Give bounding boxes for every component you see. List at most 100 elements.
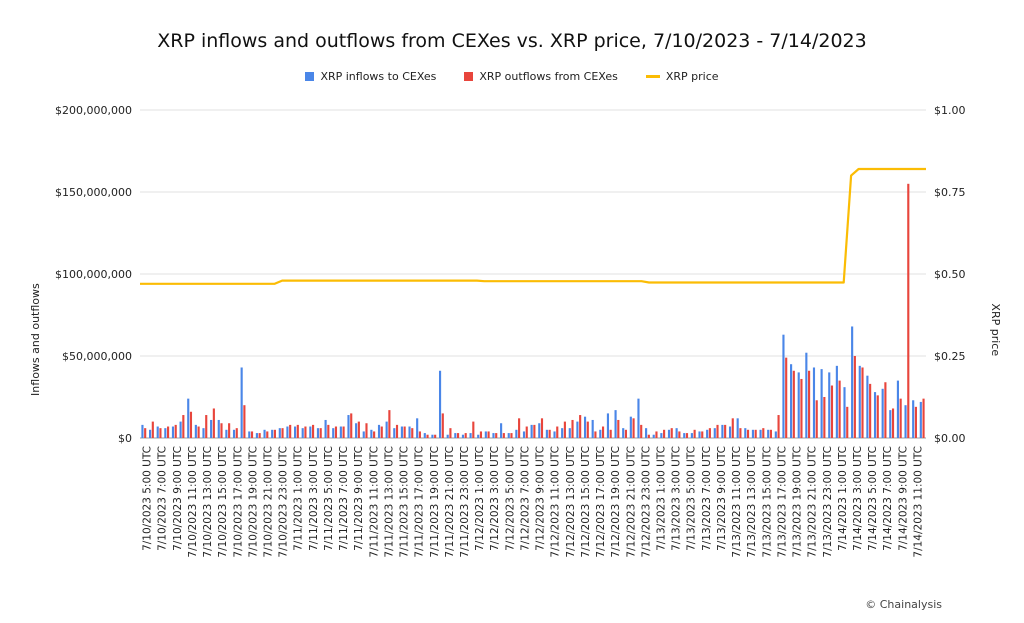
outflow-bar — [609, 429, 612, 438]
outflow-bar — [838, 380, 841, 438]
outflow-bar — [380, 426, 383, 438]
outflow-bar — [617, 419, 620, 438]
inflow-bar — [316, 428, 320, 438]
outflow-bar — [869, 383, 872, 438]
price-line — [140, 167, 926, 285]
outflow-bar — [334, 426, 338, 438]
inflow-bar — [309, 426, 312, 438]
outflow-bar — [640, 424, 643, 438]
x-tick-label: 7/10/2023 9:00 UTC — [172, 446, 184, 551]
legend-swatch-inflows — [305, 72, 315, 81]
outflow-bar — [663, 429, 666, 438]
inflow-bar — [469, 433, 472, 438]
x-tick-label: 7/13/2023 5:00 UTC — [686, 446, 698, 551]
outflow-bar — [144, 428, 147, 438]
y-axis-title: Inflows and outflows — [29, 283, 42, 396]
inflow-bar — [728, 426, 732, 438]
x-tick-label: 7/11/2023 7:00 UTC — [338, 446, 350, 551]
outflow-bar — [495, 433, 498, 438]
inflow-bar — [431, 434, 434, 438]
x-tick-label: 7/10/2023 21:00 UTC — [263, 446, 275, 558]
outflow-bar — [258, 433, 261, 438]
y2-tick-label: $0.50 — [934, 268, 966, 281]
inflow-bar — [690, 433, 693, 438]
legend-swatch-outflows — [464, 72, 474, 81]
inflow-bar — [347, 415, 350, 438]
outflow-bar — [655, 431, 658, 438]
x-tick-label: 7/12/2023 7:00 UTC — [519, 446, 531, 551]
outflow-bar — [243, 405, 246, 438]
bars-layer — [141, 183, 925, 438]
inflow-bar — [446, 434, 449, 438]
inflow-bar — [362, 431, 365, 438]
inflow-bar — [202, 428, 205, 438]
outflow-bar — [769, 429, 772, 438]
inflow-bar — [767, 429, 770, 438]
outflow-bar — [327, 424, 330, 438]
inflow-bar — [797, 372, 800, 438]
inflow-bar — [591, 419, 594, 438]
inflow-bar — [255, 433, 258, 438]
outflow-bar — [197, 426, 200, 438]
x-tick-label: 7/14/2023 1:00 UTC — [837, 446, 849, 551]
x-tick-label: 7/11/2023 21:00 UTC — [444, 446, 456, 558]
outflow-bar — [685, 433, 689, 438]
price-line-layer — [140, 167, 926, 285]
inflow-bar — [156, 426, 159, 438]
x-tick-label: 7/12/2023 15:00 UTC — [580, 446, 592, 558]
inflow-bar — [583, 416, 587, 438]
outflow-bar — [571, 419, 574, 438]
outflow-bar — [563, 421, 566, 438]
inflow-bar — [164, 428, 167, 438]
outflow-bar — [647, 434, 650, 438]
outflow-bar — [891, 408, 895, 438]
inflow-bar — [805, 352, 808, 438]
outflow-bar — [846, 406, 849, 438]
y-tick-label: $150,000,000 — [55, 186, 132, 199]
x-tick-label: 7/12/2023 5:00 UTC — [504, 446, 516, 551]
outflow-bar — [182, 415, 185, 438]
inflow-bar — [278, 428, 281, 438]
outflow-bar — [624, 429, 628, 438]
inflow-bar — [851, 326, 854, 438]
x-tick-label: 7/11/2023 15:00 UTC — [399, 446, 411, 558]
inflow-bar — [332, 428, 335, 438]
outflow-bar — [739, 428, 742, 438]
inflow-bar — [393, 428, 396, 438]
x-tick-label: 7/11/2023 19:00 UTC — [429, 446, 441, 558]
inflow-bar — [438, 370, 442, 438]
x-tick-label: 7/12/2023 11:00 UTC — [550, 446, 562, 558]
inflow-bar — [736, 418, 739, 438]
x-tick-label: 7/10/2023 13:00 UTC — [202, 446, 214, 558]
inflow-bar — [492, 433, 495, 438]
outflow-bar — [800, 378, 803, 438]
x-tick-label: 7/12/2023 17:00 UTC — [595, 446, 607, 558]
outflow-bar — [304, 426, 307, 438]
x-tick-label: 7/12/2023 21:00 UTC — [625, 446, 637, 558]
outflow-bar — [235, 428, 238, 438]
outflow-bar — [189, 411, 193, 438]
inflow-bar — [675, 428, 678, 438]
inflow-bar — [149, 429, 152, 438]
inflow-bar — [370, 429, 373, 438]
x-tick-label: 7/11/2023 17:00 UTC — [414, 446, 426, 558]
outflow-bar — [296, 424, 299, 438]
outflow-bar — [311, 424, 315, 438]
outflow-bar — [266, 431, 269, 438]
y2-tick-label: $0.75 — [934, 186, 966, 199]
y-tick-label: $100,000,000 — [55, 268, 132, 281]
grid-lines — [140, 109, 926, 439]
x-tick-label: 7/13/2023 13:00 UTC — [746, 446, 758, 558]
outflow-bar — [319, 428, 322, 438]
x-tick-label: 7/10/2023 19:00 UTC — [247, 446, 259, 558]
x-tick-label: 7/10/2023 11:00 UTC — [187, 446, 199, 558]
outflow-bar — [907, 183, 910, 438]
inflow-bar — [561, 428, 564, 438]
legend-label-inflows: XRP inflows to CEXes — [320, 70, 437, 83]
x-tick-label: 7/11/2023 23:00 UTC — [459, 446, 471, 558]
outflow-bar — [724, 424, 727, 438]
inflow-bar — [652, 434, 655, 438]
inflow-bar — [286, 426, 289, 438]
inflow-bar — [194, 424, 197, 438]
